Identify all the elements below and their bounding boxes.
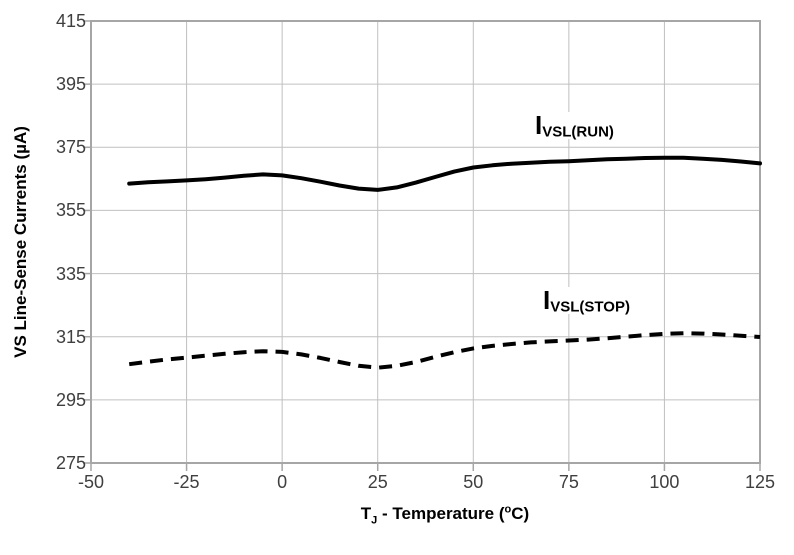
x-axis-title: TJ - Temperature (oC) <box>360 503 530 527</box>
plot-border <box>90 20 761 464</box>
x-tick-label: -25 <box>173 472 200 492</box>
y-tick-label: 335 <box>55 263 86 284</box>
x-axis-title-subscript: J <box>371 514 378 527</box>
y-axis-title-text: VS Line-Sense Currents (µA) <box>11 126 30 358</box>
series-label-run-main: I <box>535 110 543 140</box>
x-tick-label: 75 <box>558 472 579 492</box>
y-axis-title: VS Line-Sense Currents (µA) <box>11 126 31 358</box>
y-tick-label: 375 <box>55 137 86 158</box>
y-tick-label: 395 <box>55 74 86 95</box>
series-label-stop-sub: VSL(STOP) <box>550 298 630 316</box>
x-tick-label: 50 <box>463 472 484 492</box>
series-curve-stop <box>128 331 761 370</box>
y-tick-label: 275 <box>55 453 86 473</box>
series-label-ivsl-run: IVSL(RUN) <box>532 110 617 141</box>
x-tick-label: 0 <box>277 472 288 492</box>
x-tick-label: -50 <box>77 472 105 492</box>
x-tick-label: 25 <box>367 472 388 492</box>
x-tick-label: 100 <box>649 472 680 492</box>
y-tick-label: 355 <box>55 200 86 221</box>
x-axis-title-main: T <box>360 504 372 523</box>
series-label-ivsl-stop: IVSL(STOP) <box>540 285 633 316</box>
series-label-run-sub: VSL(RUN) <box>542 123 614 141</box>
x-axis-title-degree: o <box>504 503 512 516</box>
y-tick-label: 295 <box>55 389 86 410</box>
series-label-stop-main: I <box>543 285 551 315</box>
y-tick-label: 415 <box>55 11 86 31</box>
y-tick-label: 315 <box>55 326 86 347</box>
series-curve-run <box>127 155 762 192</box>
x-axis-title-mid: - Temperature ( <box>377 504 505 523</box>
x-axis-title-end: C) <box>511 504 530 523</box>
x-tick-label: 125 <box>744 472 776 492</box>
